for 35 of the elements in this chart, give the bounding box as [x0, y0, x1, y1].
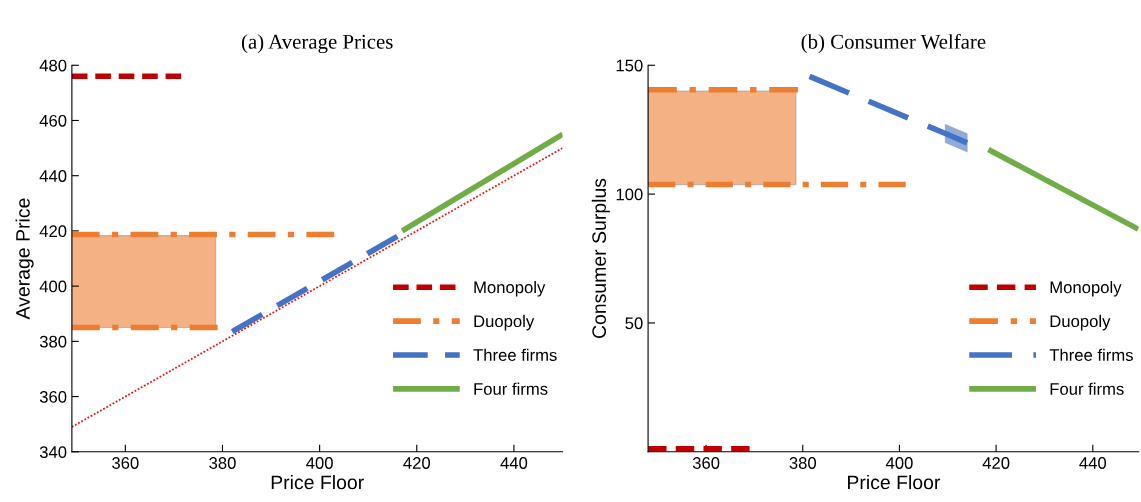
x-tick-label: 380 [209, 457, 236, 469]
y-tick-label: 400 [39, 280, 67, 293]
x-tick-label: 400 [885, 457, 913, 469]
legend-label: Monopoly [1050, 281, 1122, 297]
y-tick-label: 420 [39, 225, 67, 238]
y-tick-label: 50 [625, 317, 643, 330]
x-axis-title: Price Floor [271, 474, 364, 490]
y-tick-label: 480 [39, 59, 67, 72]
x-tick-label: 440 [500, 457, 528, 469]
y-tick-label: 380 [39, 335, 67, 348]
y-tick-label: 460 [39, 114, 67, 127]
legend-label: Duopoly [474, 314, 535, 331]
legend-label: Four firms [1050, 382, 1124, 395]
y-axis-title: Average Price [15, 198, 34, 320]
x-tick-label: 400 [306, 457, 333, 469]
chart-title: (b) Consumer Welfare [801, 33, 986, 54]
y-tick-label: 340 [39, 446, 67, 458]
y-tick-label: 360 [39, 390, 67, 403]
legend-label: Three firms [473, 348, 557, 361]
x-tick-label: 440 [1079, 457, 1107, 469]
x-tick-label: 420 [982, 457, 1010, 469]
y-tick-label: 100 [616, 188, 643, 201]
chart-title: (a) Average Prices [241, 34, 393, 54]
x-tick-label: 360 [112, 457, 139, 469]
legend-label: Four firms [474, 382, 548, 395]
legend-label: Three firms [1049, 348, 1133, 361]
x-tick-label: 420 [403, 457, 431, 469]
y-tick-label: 150 [616, 59, 643, 72]
x-tick-label: 380 [789, 457, 817, 469]
x-tick-label: 360 [692, 457, 720, 469]
x-axis-title: Price Floor [848, 474, 941, 490]
y-axis-title: Consumer Surplus [591, 178, 610, 339]
legend-label: Monopoly [474, 281, 546, 297]
y-tick-label: 440 [39, 170, 67, 182]
legend-label: Duopoly [1050, 314, 1111, 331]
